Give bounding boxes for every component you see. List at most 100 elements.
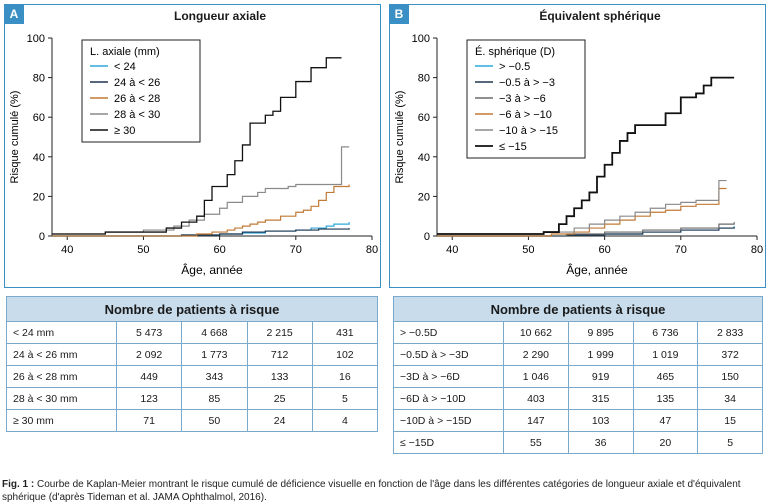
table-row: −10D à > −15D 147 103 47 15 [393, 409, 763, 432]
table-cell: 315 [567, 387, 634, 410]
legend-label: 26 à < 28 [114, 93, 160, 105]
table-cell: 1 046 [503, 365, 569, 388]
legend-title: É. sphérique (D) [475, 45, 555, 58]
table-cell: 1 773 [181, 343, 248, 366]
row-label: −0.5D à > −3D [393, 343, 504, 366]
y-tick-label: 60 [33, 112, 45, 124]
row-label: 28 à < 30 mm [6, 387, 117, 410]
legend-label: ≥ 30 [114, 125, 135, 137]
table-cell: 55 [503, 431, 569, 454]
row-label: > −0.5D [393, 321, 504, 344]
x-tick-label: 80 [751, 244, 763, 256]
table-cell: 2 215 [246, 321, 313, 344]
table-cell: 34 [697, 387, 763, 410]
legend-label: −0.5 à > −3 [499, 77, 555, 89]
table-cell: 372 [697, 343, 763, 366]
x-tick-label: 70 [290, 244, 302, 256]
legend-label: < 24 [114, 61, 136, 73]
table-cell: 5 473 [115, 321, 183, 344]
table-cell: 24 [246, 409, 313, 432]
figure-caption: Fig. 1 : Courbe de Kaplan-Meier montrant… [2, 478, 766, 504]
row-label: 26 à < 28 mm [6, 365, 117, 388]
panel-a-tag: A [4, 4, 24, 24]
row-label: −6D à > −10D [393, 387, 504, 410]
legend-label: 24 à < 26 [114, 77, 160, 89]
figure-caption-text: Courbe de Kaplan-Meier montrant le risqu… [2, 479, 741, 503]
y-tick-label: 0 [424, 231, 430, 243]
legend-label: 28 à < 30 [114, 109, 160, 121]
risk-table-axial-length: Nombre de patients à risque < 24 mm 5 473… [6, 296, 379, 432]
table-cell: 50 [181, 409, 248, 432]
table-row: −0.5D à > −3D 2 290 1 999 1 019 372 [393, 343, 763, 366]
panel-b-title: Équivalent sphérique [539, 9, 661, 23]
table-cell: 431 [311, 321, 379, 344]
series-line [52, 184, 350, 237]
table-row: ≥ 30 mm 71 50 24 4 [6, 409, 379, 432]
y-tick-label: 40 [33, 152, 45, 164]
table-row: ≤ −15D 55 36 20 5 [393, 431, 763, 454]
chart-axial-length: 0 20 40 60 80 100 40 50 60 70 80 Âge, année Risque c… [9, 33, 378, 277]
x-tick-label: 40 [61, 244, 73, 256]
legend-box [81, 39, 201, 143]
table-cell: 1 999 [567, 343, 634, 366]
y-tick-label: 0 [39, 231, 45, 243]
series-line [52, 57, 342, 235]
series-line [437, 187, 727, 237]
table-cell: 919 [567, 365, 634, 388]
table-row: 24 à < 26 mm 2 092 1 773 712 102 [6, 343, 379, 366]
series-line [437, 76, 735, 235]
x-tick-label: 50 [522, 244, 534, 256]
x-tick-label: 60 [213, 244, 225, 256]
table-cell: 2 092 [115, 343, 183, 366]
y-axis-label: Risque cumulé (%) [9, 91, 21, 184]
panel-b-frame [389, 4, 766, 288]
table-cell: 4 [311, 409, 379, 432]
table-cell: 5 [697, 431, 763, 454]
table-row: −6D à > −10D 403 315 135 34 [393, 387, 763, 410]
table-cell: 147 [503, 409, 569, 432]
table-row: −3D à > −6D 1 046 919 465 150 [393, 365, 763, 388]
table-cell: 25 [246, 387, 313, 410]
risk-table-spherical-equivalent: Nombre de patients à risque > −0.5D 10 66… [393, 296, 763, 454]
table-cell: 449 [115, 365, 183, 388]
x-tick-label: 40 [446, 244, 458, 256]
table-row: < 24 mm 5 473 4 668 2 215 431 [6, 321, 379, 344]
table-cell: 2 833 [697, 321, 763, 344]
chart-spherical-equivalent: 0 20 40 60 80 100 40 50 60 70 80 Âge, année Risque c… [394, 33, 763, 277]
series-line [52, 228, 350, 237]
y-tick-label: 100 [27, 33, 45, 45]
table-cell: 133 [246, 365, 313, 388]
series-line [52, 146, 350, 235]
risk-table-header: Nombre de patients à risque [6, 296, 378, 322]
table-cell: 20 [632, 431, 699, 454]
table-cell: 1 019 [632, 343, 699, 366]
table-cell: 5 [311, 387, 379, 410]
x-tick-label: 60 [598, 244, 610, 256]
table-cell: 4 668 [181, 321, 248, 344]
legend-label: −10 à > −15 [499, 125, 558, 137]
table-row: 26 à < 28 mm 449 343 133 16 [6, 365, 379, 388]
panel-a-frame [4, 4, 381, 288]
y-tick-label: 60 [418, 112, 430, 124]
table-cell: 343 [181, 365, 248, 388]
panel-b-tag: B [389, 4, 409, 24]
table-cell: 85 [181, 387, 248, 410]
table-cell: 10 662 [503, 321, 569, 344]
row-label: −3D à > −6D [393, 365, 504, 388]
figure-label: Fig. 1 : [2, 479, 35, 490]
x-tick-label: 50 [137, 244, 149, 256]
x-axis-label: Âge, année [181, 262, 243, 277]
row-label: ≥ 30 mm [6, 409, 117, 432]
x-tick-label: 80 [366, 244, 378, 256]
legend-label: ≤ −15 [499, 141, 527, 153]
x-tick-label: 70 [675, 244, 687, 256]
table-cell: 36 [567, 431, 634, 454]
table-cell: 9 895 [567, 321, 634, 344]
row-label: < 24 mm [6, 321, 117, 344]
table-row: 28 à < 30 mm 123 85 25 5 [6, 387, 379, 410]
table-cell: 71 [115, 409, 183, 432]
y-tick-label: 100 [412, 33, 430, 45]
panel-a-title: Longueur axiale [173, 9, 267, 23]
table-cell: 150 [697, 365, 763, 388]
risk-table-header: Nombre de patients à risque [393, 296, 763, 322]
